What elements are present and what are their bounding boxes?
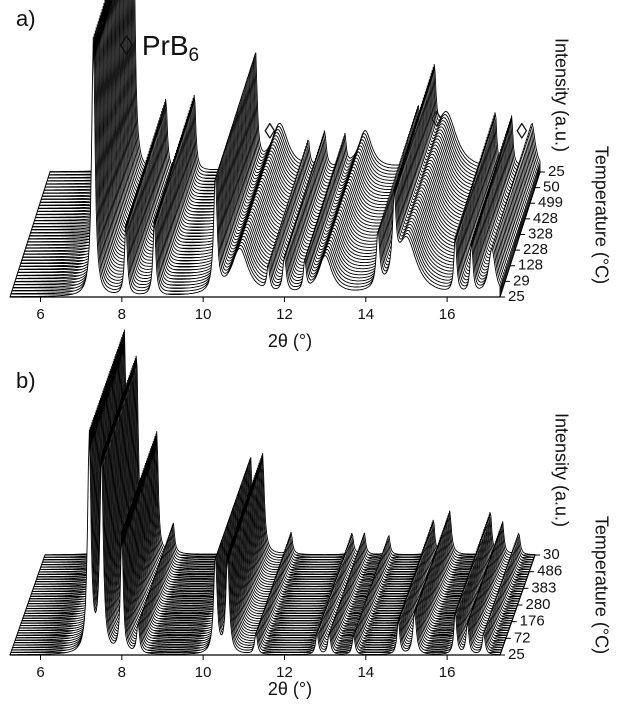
annotation: ◊ xyxy=(516,118,527,143)
x-axis-label: 2θ (°) xyxy=(268,679,312,699)
x-tick-label: 8 xyxy=(118,306,126,323)
x-tick-label: 10 xyxy=(195,664,212,681)
x-tick-label: 10 xyxy=(195,306,212,323)
z-axis-label: Temperature (°C) xyxy=(591,146,611,284)
trace xyxy=(9,429,501,656)
annotation: ◊ xyxy=(264,118,275,143)
z-tick-label: 29 xyxy=(513,272,530,289)
z-tick-label: 50 xyxy=(543,179,560,196)
panel-label: b) xyxy=(16,368,36,393)
x-tick-label: 16 xyxy=(439,664,456,681)
z-tick-label: 72 xyxy=(514,629,531,646)
x-tick-label: 14 xyxy=(357,664,374,681)
x-tick-label: 6 xyxy=(36,664,44,681)
panel-label: a) xyxy=(16,6,36,31)
legend-symbol: ◊ xyxy=(120,30,134,61)
z-tick-label: 25 xyxy=(508,646,525,663)
x-tick-label: 12 xyxy=(276,664,293,681)
left-edge xyxy=(9,171,51,298)
z-axis-label: Temperature (°C) xyxy=(591,516,611,654)
z-tick-label: 228 xyxy=(523,241,548,258)
z-tick-label: 25 xyxy=(508,288,525,305)
legend-subscript: 6 xyxy=(189,45,200,66)
z-tick-label: 499 xyxy=(538,194,563,211)
z-tick-label: 30 xyxy=(543,546,560,563)
annotation: ◊ xyxy=(431,107,442,132)
left-edge xyxy=(9,554,46,656)
x-tick-label: 8 xyxy=(118,664,126,681)
z-tick-label: 383 xyxy=(531,579,556,596)
y-axis-label: Intensity (a.u.) xyxy=(551,413,571,527)
y-axis-label: Intensity (a.u.) xyxy=(551,38,571,152)
z-tick-label: 486 xyxy=(537,563,562,580)
z-tick-label: 25 xyxy=(548,163,565,180)
z-tick-label: 280 xyxy=(526,596,551,613)
x-axis-label: 2θ (°) xyxy=(268,331,312,351)
legend-label: PrB xyxy=(142,30,189,61)
x-tick-label: 12 xyxy=(276,306,293,323)
x-tick-label: 14 xyxy=(357,306,374,323)
x-tick-label: 16 xyxy=(439,306,456,323)
z-tick-label: 128 xyxy=(518,257,543,274)
x-tick-label: 6 xyxy=(36,306,44,323)
z-tick-label: 176 xyxy=(520,613,545,630)
legend: ◊ PrB6 xyxy=(120,30,199,66)
z-tick-label: 328 xyxy=(528,225,553,242)
trace xyxy=(9,36,501,298)
z-tick-label: 428 xyxy=(533,210,558,227)
